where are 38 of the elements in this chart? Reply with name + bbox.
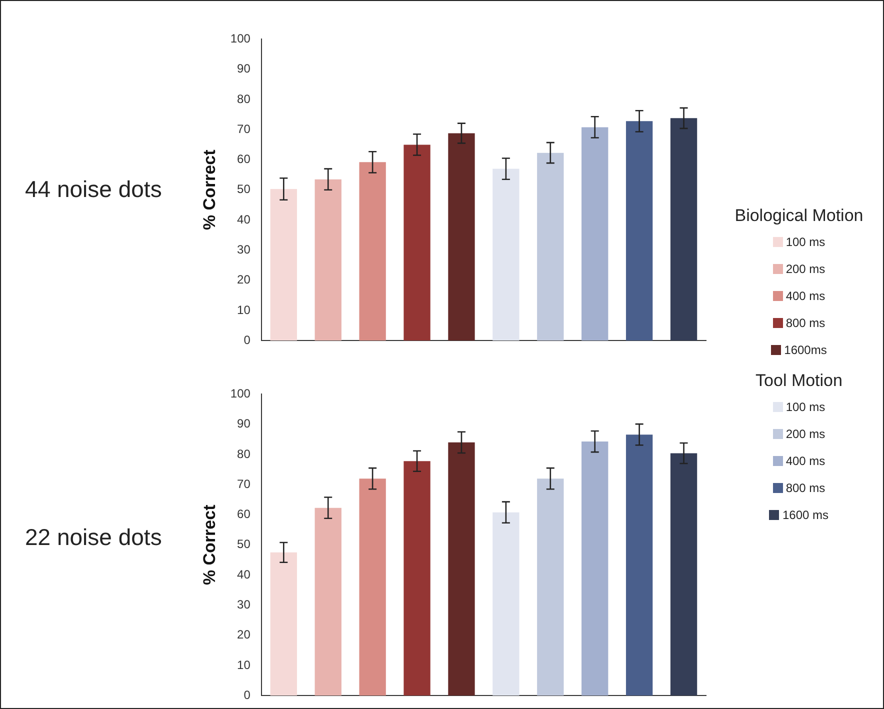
legend-label: 1600ms xyxy=(784,342,827,356)
y-tick-label: 30 xyxy=(237,597,251,612)
legend-label: 200 ms xyxy=(786,262,826,276)
legend-label: 1600 ms xyxy=(782,508,829,522)
y-tick-label: 80 xyxy=(237,92,251,106)
text: 22 noise dots xyxy=(25,524,162,551)
y-tick-label: 10 xyxy=(237,302,251,317)
y-tick-label: 0 xyxy=(244,688,251,702)
legend-label: 800 ms xyxy=(786,480,826,494)
y-axis-title: % Correct xyxy=(200,504,219,586)
legend-label: 800 ms xyxy=(786,316,826,330)
y-tick-label: 70 xyxy=(237,122,251,136)
y-tick-label: 0 xyxy=(244,332,251,347)
legend-label: 400 ms xyxy=(786,288,826,302)
y-tick-label: 90 xyxy=(237,416,251,431)
y-tick-label: 70 xyxy=(237,476,251,491)
y-tick-label: 100 xyxy=(230,386,251,401)
y-tick-label: 30 xyxy=(237,242,251,256)
y-tick-label: 60 xyxy=(237,152,251,166)
legend-label: 100 ms xyxy=(786,234,826,248)
y-tick-label: 80 xyxy=(237,446,251,461)
y-tick-label: 40 xyxy=(237,212,251,226)
y-tick-label: 100 xyxy=(230,32,251,46)
y-tick-label: 50 xyxy=(237,182,251,196)
y-tick-label: 20 xyxy=(237,272,251,287)
y-tick-label: 50 xyxy=(237,537,251,552)
legend-title: Biological Motion xyxy=(734,206,864,226)
legend-title: Tool Motion xyxy=(756,371,842,391)
y-tick-label: 60 xyxy=(237,507,251,522)
text: 44 noise dots xyxy=(25,176,162,203)
y-tick-label: 40 xyxy=(237,567,251,582)
legend-label: 200 ms xyxy=(786,426,826,440)
legend-label: 400 ms xyxy=(786,454,826,468)
y-tick-label: 20 xyxy=(237,628,251,642)
legend-label: 100 ms xyxy=(786,400,826,414)
y-axis-title: % Correct xyxy=(200,149,219,230)
y-tick-label: 10 xyxy=(237,658,251,672)
y-tick-label: 90 xyxy=(237,62,251,76)
